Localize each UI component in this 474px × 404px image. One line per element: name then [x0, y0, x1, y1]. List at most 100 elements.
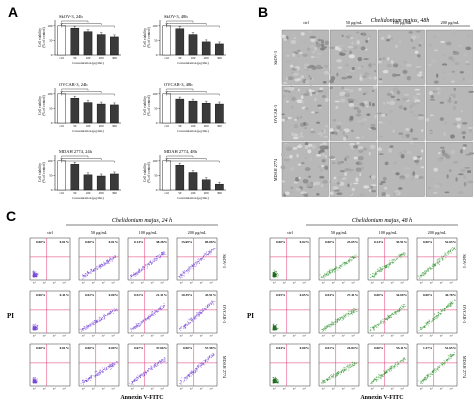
microscopy-col-label: 200 μg/mL: [441, 20, 460, 25]
event-dot: [204, 308, 206, 310]
event-dot: [447, 304, 449, 306]
event-dot: [206, 305, 208, 306]
event-dot: [403, 303, 405, 305]
event-dot: [347, 312, 349, 314]
cell: [416, 93, 421, 95]
micrograph: [329, 85, 377, 141]
event-dot: [330, 326, 332, 328]
bar-chart-ylabel: Cell viability: [143, 96, 147, 115]
cell: [321, 159, 326, 163]
cell: [315, 43, 322, 48]
event-dot: [179, 274, 181, 276]
event-dot: [155, 259, 157, 261]
flow-x-tick-label: 10⁴: [449, 335, 452, 338]
event-dot: [392, 259, 394, 261]
significance-bracket: [166, 88, 194, 91]
event-dot: [149, 314, 151, 316]
event-dot: [142, 267, 144, 269]
event-dot: [147, 369, 148, 371]
event-dot: [213, 249, 215, 251]
event-dot: [323, 275, 325, 277]
significance-bracket: [166, 160, 220, 163]
event-dot: [445, 308, 446, 310]
cell: [304, 106, 309, 111]
event-dot: [337, 373, 339, 375]
bar: [175, 28, 185, 56]
event-dot: [188, 268, 190, 270]
event-dot: [193, 264, 195, 266]
event-dot: [424, 326, 426, 328]
event-dot: [385, 371, 387, 373]
event-dot: [204, 364, 206, 366]
bar: [96, 175, 106, 191]
event-dot: [205, 359, 207, 361]
microscopy-row-label: SkOV-3: [273, 51, 278, 65]
cell: [344, 157, 347, 162]
event-dot: [163, 360, 165, 362]
event-dot: [343, 369, 345, 371]
event-dot: [180, 327, 182, 329]
cell: [318, 165, 322, 168]
event-dot: [375, 324, 377, 326]
flow-x-tick-label: 10²: [380, 282, 383, 285]
event-dot: [113, 363, 115, 364]
cell: [310, 56, 315, 58]
cell: [362, 102, 365, 108]
event-dot: [399, 255, 400, 257]
event-dot: [95, 269, 97, 271]
event-dot: [427, 270, 429, 271]
event-dot: [82, 328, 84, 330]
event-dot: [338, 373, 340, 374]
event-dot: [432, 318, 434, 320]
event-dot: [344, 315, 346, 317]
event-dot: [116, 308, 118, 310]
event-dot: [180, 330, 182, 331]
event-dot: [83, 380, 85, 381]
cell: [458, 44, 463, 47]
event-dot: [389, 370, 391, 372]
cell: [298, 52, 303, 54]
event-dot: [83, 277, 85, 279]
event-dot: [454, 247, 456, 249]
event-dot: [440, 311, 442, 313]
event-dot: [381, 268, 383, 270]
event-dot: [442, 258, 444, 260]
event-dot: [399, 254, 401, 256]
event-dot: [36, 381, 38, 382]
event-dot: [329, 323, 331, 325]
event-dot: [371, 276, 373, 278]
event-dot: [139, 376, 141, 377]
flow-x-tick-label: 10³: [101, 388, 104, 391]
event-dot: [191, 370, 193, 372]
event-dot: [138, 376, 140, 378]
event-dot: [145, 373, 147, 375]
event-dot: [276, 379, 277, 381]
cell: [388, 120, 393, 125]
event-dot: [95, 373, 97, 375]
flow-x-tick-label: 10²: [91, 282, 94, 285]
cell: [443, 121, 448, 126]
event-dot: [324, 273, 325, 275]
event-dot: [336, 266, 337, 268]
event-dot: [189, 318, 191, 320]
event-dot: [102, 318, 104, 320]
event-dot: [33, 328, 35, 330]
cell: [336, 192, 343, 196]
event-dot: [441, 365, 443, 367]
event-dot: [196, 369, 198, 370]
event-dot: [208, 304, 210, 306]
cell: [292, 52, 296, 57]
cell: [304, 74, 310, 77]
cell: [280, 34, 286, 39]
cell: [310, 130, 315, 134]
event-dot: [151, 312, 153, 314]
cell: [309, 92, 313, 97]
event-dot: [454, 248, 456, 250]
cell: [315, 41, 319, 45]
event-dot: [180, 382, 182, 384]
cell: [286, 146, 292, 152]
event-dot: [104, 317, 106, 319]
cell: [356, 59, 359, 63]
